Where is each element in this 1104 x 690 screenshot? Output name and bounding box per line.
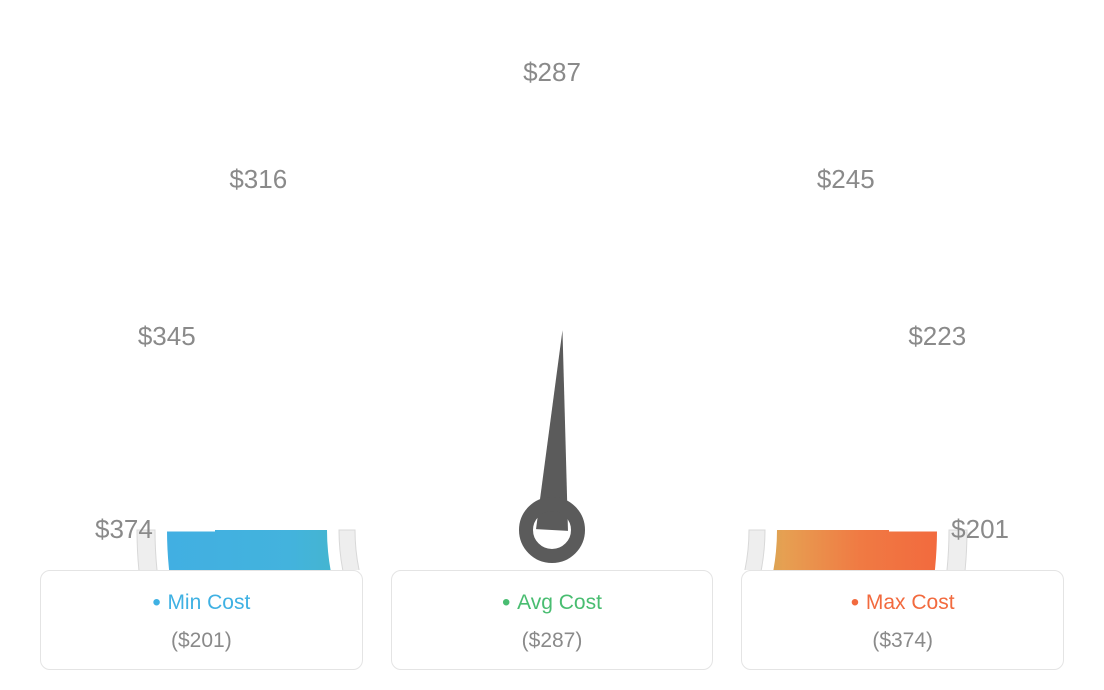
gauge-tick-label: $345 — [138, 321, 196, 351]
gauge-tick — [769, 235, 800, 272]
gauge-tick-label: $316 — [229, 164, 287, 194]
gauge-tick — [247, 296, 271, 314]
gauge-tick — [899, 447, 928, 453]
gauge-tick-label: $245 — [817, 164, 875, 194]
legend-card-min: Min Cost ($201) — [40, 570, 363, 670]
legend-max-title: Max Cost — [752, 589, 1053, 617]
legend-row: Min Cost ($201) Avg Cost ($287) Max Cost… — [40, 570, 1064, 670]
gauge-svg: $201 $223 $245 $287 $316 $345 $374 — [0, 10, 1104, 570]
legend-min-title: Min Cost — [51, 589, 352, 617]
gauge-tick-label: $223 — [908, 321, 966, 351]
gauge-area: $201 $223 $245 $287 $316 $345 $374 — [0, 10, 1104, 570]
gauge-tick — [834, 296, 858, 314]
legend-max-value: ($374) — [752, 629, 1053, 653]
gauge-tick-label: $374 — [95, 514, 153, 544]
legend-avg-value: ($287) — [402, 629, 703, 653]
gauge-tick — [176, 447, 205, 453]
legend-avg-title: Avg Cost — [402, 589, 703, 617]
legend-card-max: Max Cost ($374) — [741, 570, 1064, 670]
gauge-tick — [673, 168, 683, 196]
gauge-tick-label: $201 — [951, 514, 1009, 544]
cost-gauge-chart: $201 $223 $245 $287 $316 $345 $374 Min Cost ($… — [0, 0, 1104, 690]
gauge-tick-label: $287 — [523, 57, 581, 87]
gauge-tick — [420, 168, 430, 196]
legend-min-value: ($201) — [51, 629, 352, 653]
legend-card-avg: Avg Cost ($287) — [391, 570, 714, 670]
gauge-tick — [203, 367, 247, 387]
gauge-tick — [857, 367, 901, 387]
gauge-tick — [305, 235, 336, 272]
